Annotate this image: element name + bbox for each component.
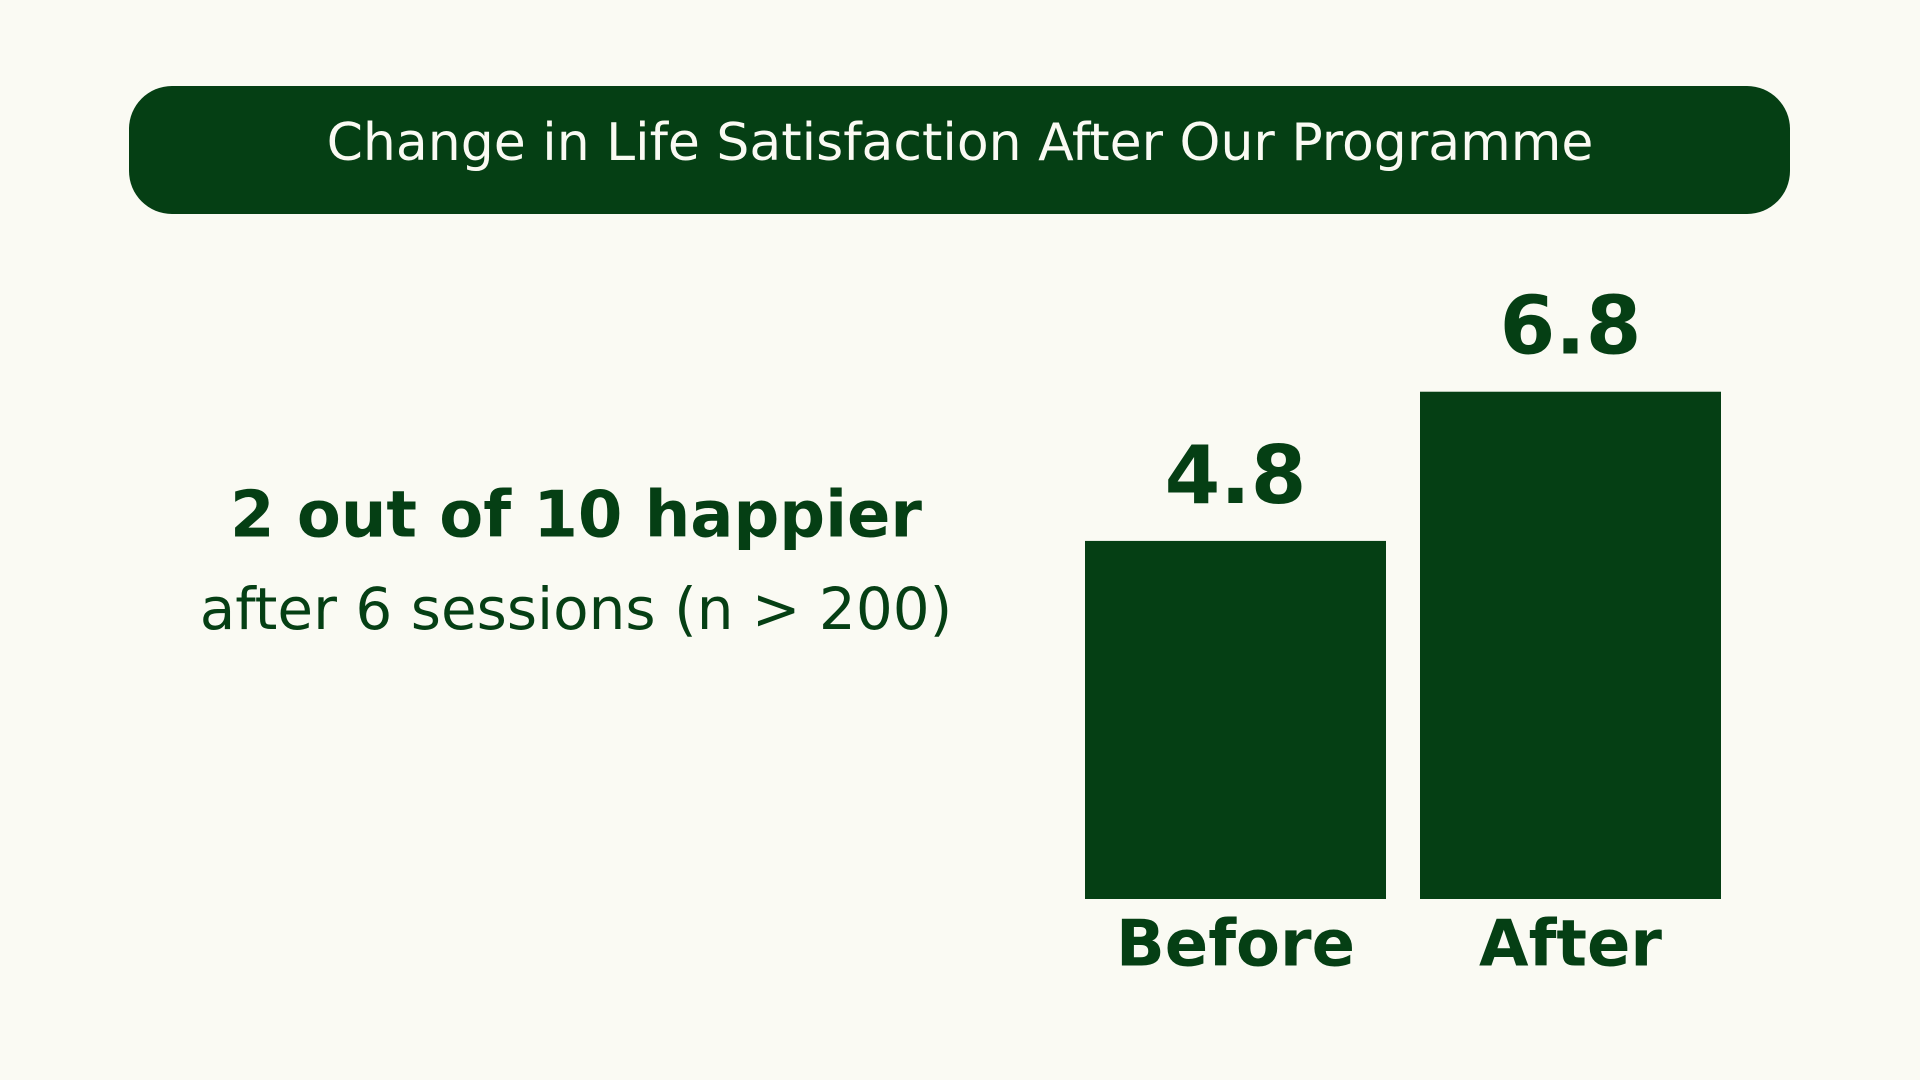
value-label: 4.8 (1165, 429, 1307, 522)
title-banner (129, 86, 1790, 214)
annotation-headline: 2 out of 10 happier (230, 479, 922, 553)
annotation-subline: after 6 sessions (n > 200) (200, 575, 953, 643)
bar (1420, 391, 1721, 899)
x-tick-label: After (1479, 908, 1662, 982)
value-label: 6.8 (1500, 280, 1642, 373)
x-tick-label: Before (1116, 908, 1355, 982)
bar (1085, 540, 1386, 899)
chart-title: Change in Life Satisfaction After Our Pr… (327, 113, 1594, 173)
